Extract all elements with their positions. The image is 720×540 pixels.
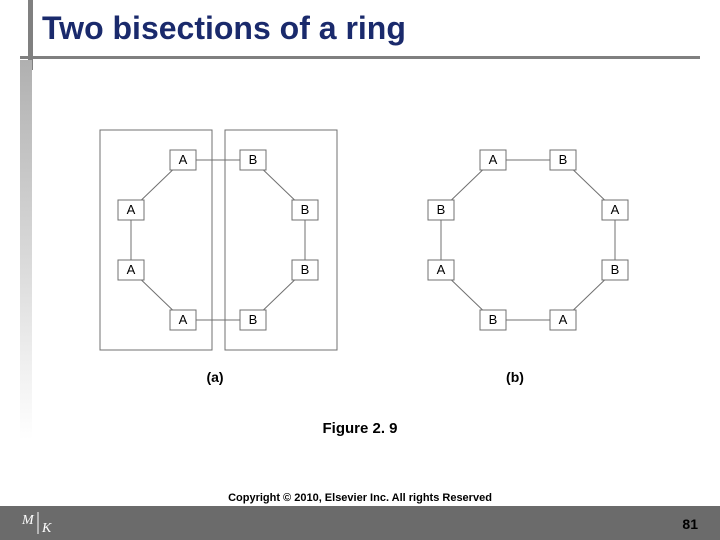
publisher-logo: M K [16,510,64,536]
ring-edge [573,170,604,200]
ring-node-label: A [179,152,188,167]
ring-node-label: A [559,312,568,327]
ring-edge [451,170,482,200]
ring-edge [573,280,604,310]
ring-node-label: A [489,152,498,167]
ring-node-label: A [611,202,620,217]
ring-node-label: B [611,262,620,277]
copyright-text: Copyright © 2010, Elsevier Inc. All righ… [0,492,720,504]
side-accent [20,60,32,440]
ring-diagram: A B A B A B A B A B B A A B B A (a) (b) [60,120,660,400]
ring-node-label: B [249,312,258,327]
panel-label-a: (a) [206,369,223,385]
page-number: 81 [682,516,698,532]
logo-letter-k: K [41,521,52,536]
title-underline [20,56,700,59]
ring-edge [263,170,294,200]
slide-title: Two bisections of a ring [42,10,406,47]
figure-caption: Figure 2. 9 [0,420,720,437]
ring-node-label: B [301,202,310,217]
ring-edge [141,280,172,310]
ring-node-label: B [489,312,498,327]
ring-node-label: B [559,152,568,167]
ring-node-label: B [437,202,446,217]
ring-edge [141,170,172,200]
logo-letter-m: M [21,513,35,528]
ring-node-label: A [437,262,446,277]
ring-node-label: A [127,202,136,217]
ring-node-label: A [179,312,188,327]
ring-node-label: B [249,152,258,167]
panel-label-b: (b) [506,369,524,385]
ring-edge [451,280,482,310]
ring-node-label: B [301,262,310,277]
ring-node-label: A [127,262,136,277]
footer-bar [0,506,720,540]
ring-edge [263,280,294,310]
